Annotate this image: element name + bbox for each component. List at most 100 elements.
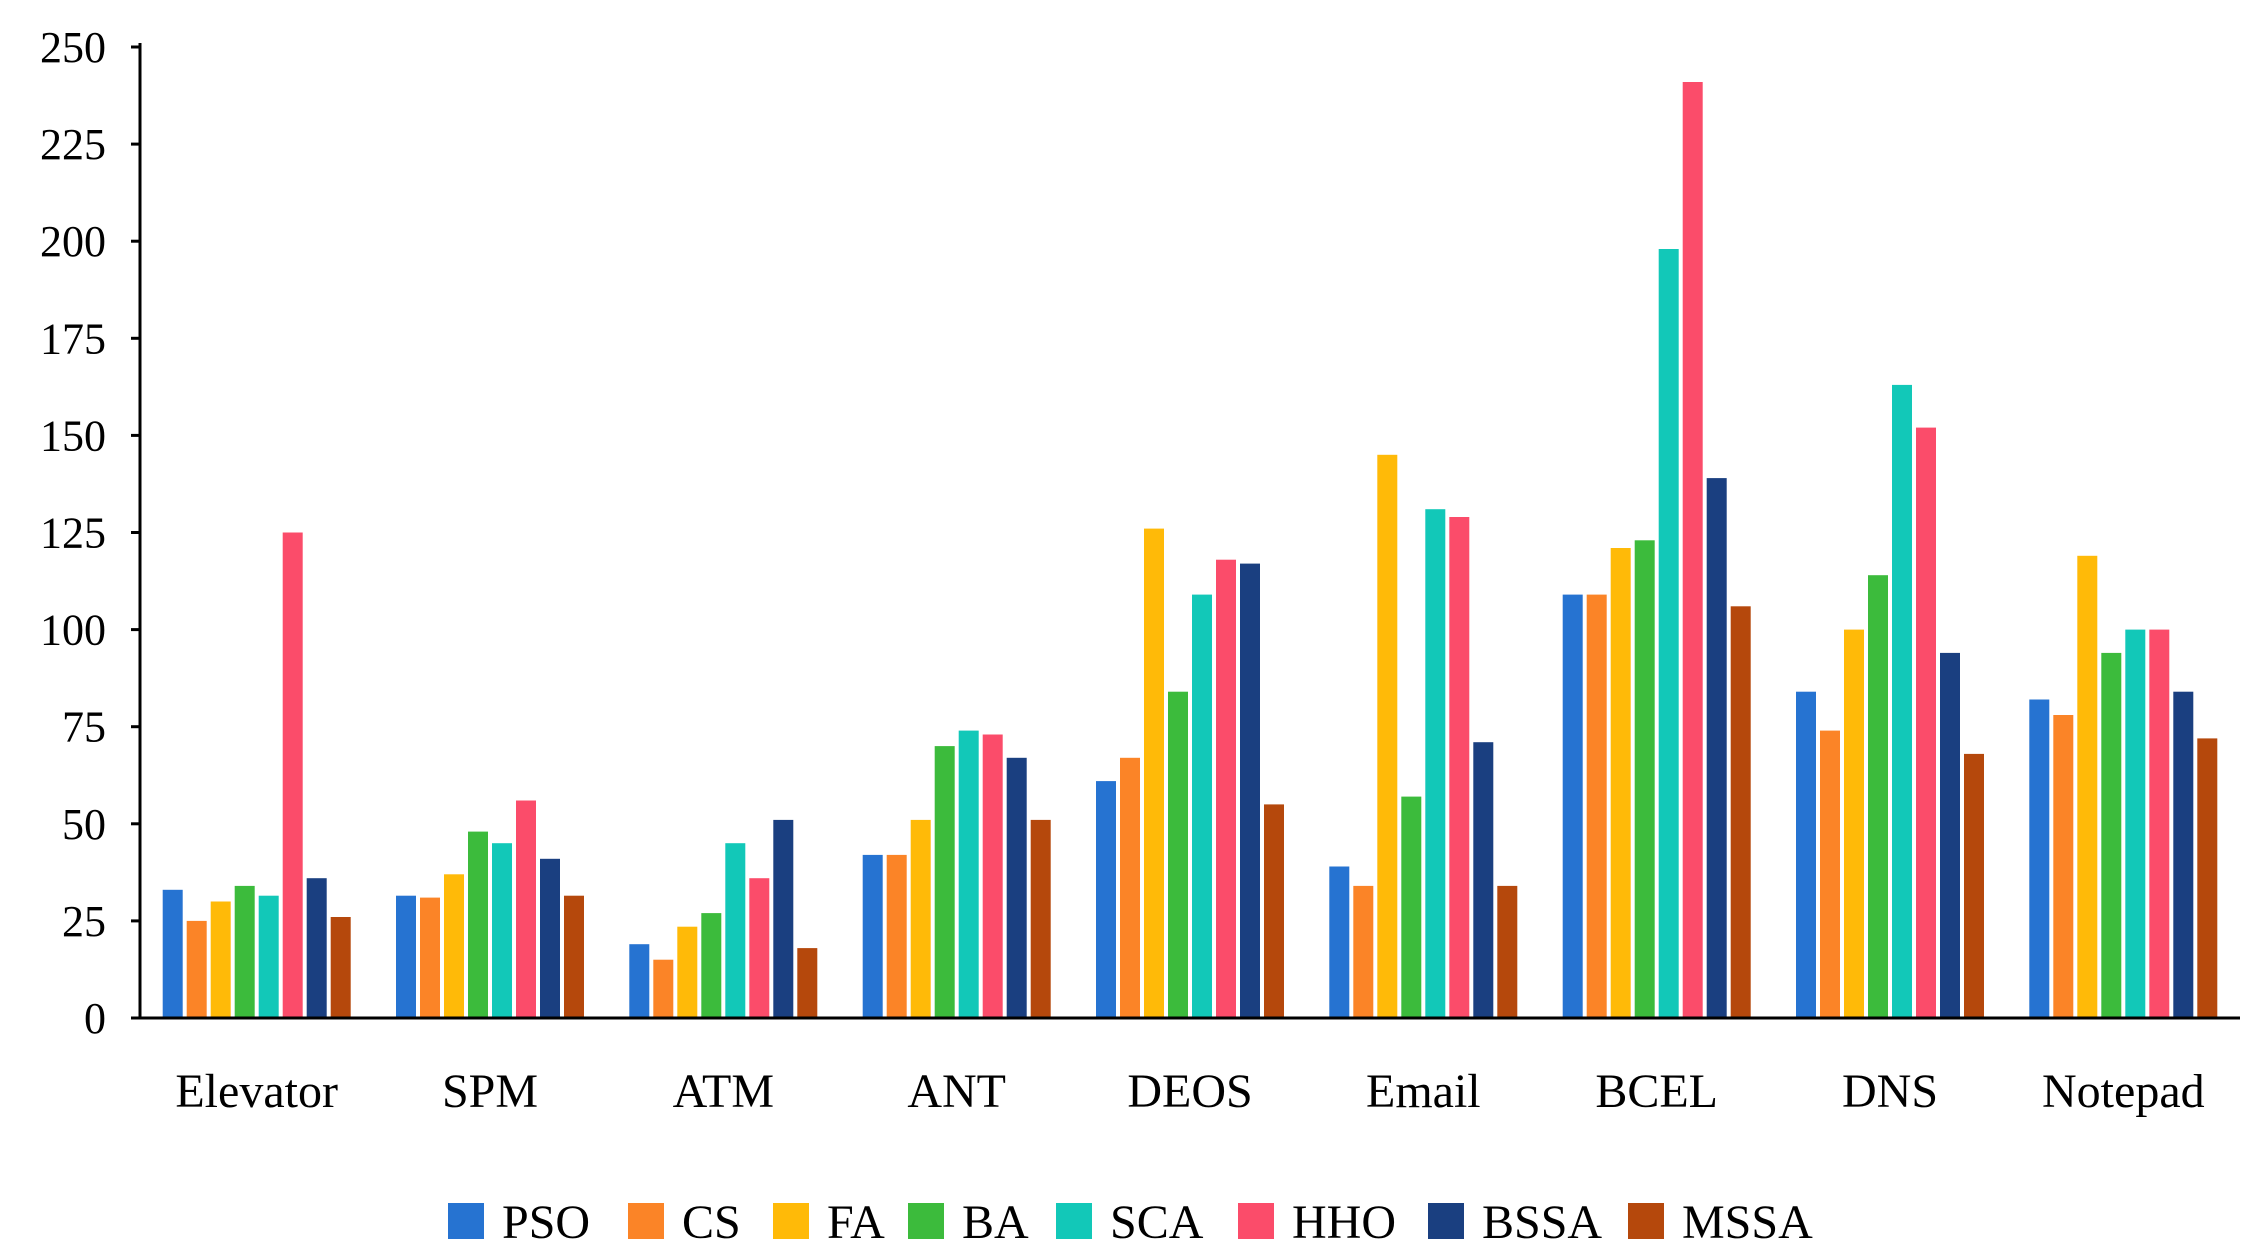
axes-layer [138, 43, 2240, 1020]
legend-swatch-hho [1238, 1203, 1274, 1239]
bar-mssa-notepad [2197, 738, 2218, 1018]
bar-sca-spm [492, 843, 512, 1018]
bar-hho-bcel [1682, 82, 1703, 1018]
bar-pso-atm [629, 944, 650, 1018]
bar-ba-spm [468, 831, 488, 1018]
y-tick-label: 250 [40, 23, 106, 72]
x-tick-label: BCEL [1595, 1065, 1718, 1118]
bar-bssa-deos [1240, 563, 1260, 1018]
bar-mssa-elevator [330, 917, 351, 1018]
bar-cs-ant [886, 854, 907, 1018]
y-tick-label: 50 [62, 800, 106, 849]
x-tick-label: ATM [673, 1065, 774, 1118]
bar-cs-email [1353, 885, 1374, 1018]
bar-sca-email [1425, 509, 1446, 1018]
bar-pso-elevator [162, 889, 183, 1018]
bar-fa-notepad [2077, 555, 2098, 1018]
bar-hho-deos [1216, 559, 1236, 1018]
bar-pso-email [1329, 866, 1350, 1018]
y-tick-label: 200 [40, 217, 106, 266]
legend-label-cs: CS [682, 1196, 741, 1249]
bar-ba-ant [934, 746, 955, 1018]
bar-fa-spm [444, 874, 464, 1018]
bar-bssa-spm [540, 858, 560, 1018]
y-ticks-layer: 0 25 50 75 100 125 150 175 200 225 250 [40, 23, 140, 1043]
bar-sca-dns [1892, 384, 1912, 1018]
legend-swatch-ba [908, 1203, 944, 1239]
legend-label-mssa: MSSA [1682, 1196, 1813, 1249]
bar-mssa-ant [1030, 819, 1051, 1018]
bar-hho-notepad [2149, 629, 2170, 1018]
legend-swatch-fa [773, 1203, 809, 1239]
bar-hho-elevator [282, 532, 303, 1018]
legend-label-sca: SCA [1110, 1196, 1204, 1249]
x-tick-label: Email [1366, 1065, 1481, 1118]
y-tick-label: 125 [40, 509, 106, 558]
legend-label-bssa: BSSA [1482, 1196, 1602, 1249]
bar-bssa-ant [1006, 757, 1027, 1018]
bar-mssa-bcel [1730, 606, 1751, 1018]
legend-label-pso: PSO [502, 1196, 590, 1249]
x-tick-label: SPM [442, 1065, 538, 1118]
bar-ba-notepad [2101, 652, 2122, 1018]
bar-fa-atm [677, 926, 698, 1018]
legend-swatch-bssa [1428, 1203, 1464, 1239]
bar-hho-atm [749, 878, 770, 1018]
y-tick-label: 225 [40, 120, 106, 169]
y-tick-label: 100 [40, 606, 106, 655]
bar-cs-notepad [2053, 715, 2074, 1018]
category-labels-layer: Elevator SPM ATM ANT DEOS Email BCEL DNS Notepad [175, 1065, 2204, 1118]
legend-swatch-cs [628, 1203, 664, 1239]
bar-pso-notepad [2029, 699, 2050, 1018]
bar-hho-dns [1916, 427, 1936, 1019]
y-tick-label: 0 [84, 994, 106, 1043]
bar-bssa-email [1473, 742, 1494, 1018]
bar-bssa-notepad [2173, 691, 2194, 1018]
bar-sca-deos [1192, 594, 1212, 1018]
legend-swatch-pso [448, 1203, 484, 1239]
bar-mssa-dns [1964, 753, 1984, 1018]
bar-sca-bcel [1658, 249, 1679, 1018]
x-tick-label: Notepad [2042, 1065, 2205, 1118]
bar-cs-deos [1120, 757, 1140, 1018]
bar-pso-dns [1796, 691, 1816, 1018]
bar-bssa-atm [773, 819, 794, 1018]
x-tick-label: DNS [1842, 1065, 1938, 1118]
legend: PSO CS FA BA SCA HHO BSSA MSSA [448, 1196, 1813, 1249]
bar-bssa-bcel [1706, 478, 1727, 1019]
bar-ba-atm [701, 913, 722, 1018]
legend-swatch-mssa [1628, 1203, 1664, 1239]
bar-sca-ant [958, 730, 979, 1018]
bar-fa-dns [1844, 629, 1864, 1018]
bar-fa-bcel [1610, 548, 1631, 1018]
bar-ba-deos [1168, 691, 1188, 1018]
bar-mssa-deos [1264, 804, 1284, 1018]
bar-cs-dns [1820, 730, 1840, 1018]
legend-swatch-sca [1056, 1203, 1092, 1239]
legend-label-ba: BA [962, 1196, 1029, 1249]
x-tick-label: ANT [907, 1065, 1006, 1118]
bar-cs-bcel [1586, 594, 1607, 1018]
legend-label-hho: HHO [1292, 1196, 1396, 1249]
bar-cs-elevator [186, 920, 207, 1018]
bar-sca-notepad [2125, 629, 2146, 1018]
bar-fa-ant [910, 819, 931, 1018]
x-tick-label: Elevator [175, 1065, 338, 1118]
bar-mssa-spm [564, 895, 584, 1018]
bar-pso-deos [1096, 781, 1116, 1018]
bar-cs-atm [653, 959, 674, 1018]
bar-ba-email [1401, 796, 1422, 1018]
bar-sca-atm [725, 843, 746, 1018]
bar-fa-deos [1144, 528, 1164, 1018]
y-tick-label: 75 [62, 703, 106, 752]
x-tick-label: DEOS [1127, 1065, 1252, 1118]
bar-ba-elevator [234, 885, 255, 1018]
bar-mssa-atm [797, 948, 818, 1018]
bar-fa-elevator [210, 901, 231, 1018]
y-tick-label: 175 [40, 314, 106, 363]
bar-pso-spm [396, 895, 416, 1018]
bar-ba-bcel [1634, 540, 1655, 1018]
bar-pso-bcel [1562, 594, 1583, 1018]
bar-sca-elevator [258, 895, 279, 1018]
